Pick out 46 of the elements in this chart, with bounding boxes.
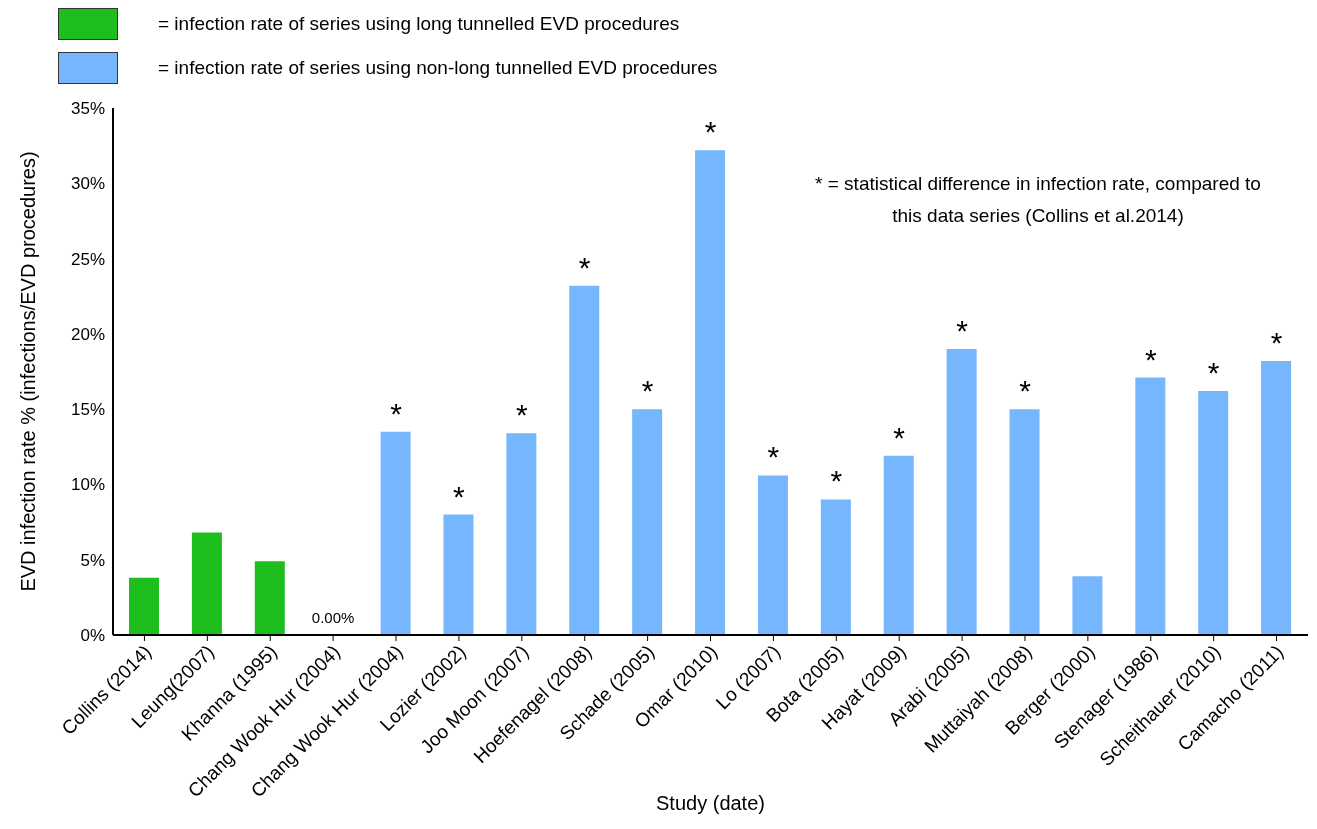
- data-label: *: [515, 398, 528, 432]
- x-axis-title: Study (date): [656, 792, 765, 814]
- y-tick-label: 5%: [80, 550, 105, 570]
- data-label: *: [767, 440, 780, 474]
- annotation: * = statistical difference in infection rate, compared to this data series (Collins et al.2014): [814, 172, 1262, 228]
- data-label: *: [453, 479, 466, 513]
- bar: [191, 532, 222, 635]
- bar: [757, 475, 788, 635]
- y-tick-label: 20%: [70, 324, 105, 344]
- data-label: *: [830, 464, 843, 498]
- data-label: *: [956, 313, 969, 347]
- data-label: *: [641, 374, 654, 408]
- bar: [1198, 391, 1229, 635]
- bar: [946, 348, 977, 635]
- bar: [1009, 409, 1040, 635]
- data-label: *: [1144, 342, 1157, 376]
- bar: [254, 561, 285, 635]
- y-axis-title: EVD infection rate % (infections/EVD procedures): [17, 151, 40, 592]
- bar: [1072, 576, 1103, 635]
- y-tick-label: 25%: [70, 249, 105, 269]
- bar: [569, 285, 600, 635]
- legend-label: = infection rate of series using long tunnelled EVD procedures: [158, 13, 680, 35]
- bar: [1261, 360, 1292, 635]
- y-tick-label: 0%: [80, 626, 105, 646]
- bar: [695, 150, 726, 635]
- data-label: *: [1019, 374, 1032, 408]
- bar: [443, 514, 474, 635]
- data-label: *: [704, 115, 717, 149]
- data-label: *: [578, 250, 591, 284]
- y-tick-label: 35%: [70, 99, 105, 119]
- bar: [380, 431, 411, 635]
- bar: [506, 433, 537, 635]
- bar: [632, 409, 663, 635]
- bar: [129, 577, 159, 635]
- data-label: *: [893, 420, 906, 454]
- data-label: *: [1207, 356, 1220, 390]
- bar: [883, 455, 914, 635]
- bar: [820, 499, 851, 635]
- data-label: *: [1270, 325, 1283, 359]
- y-tick-label: 15%: [70, 400, 105, 420]
- data-label: *: [390, 396, 403, 430]
- data-label: 0.00%: [311, 609, 355, 626]
- bar: [1135, 377, 1166, 635]
- y-tick-label: 10%: [70, 475, 105, 495]
- y-tick-label: 30%: [70, 174, 105, 194]
- legend-label: = infection rate of series using non-long tunnelled EVD procedures: [158, 57, 718, 79]
